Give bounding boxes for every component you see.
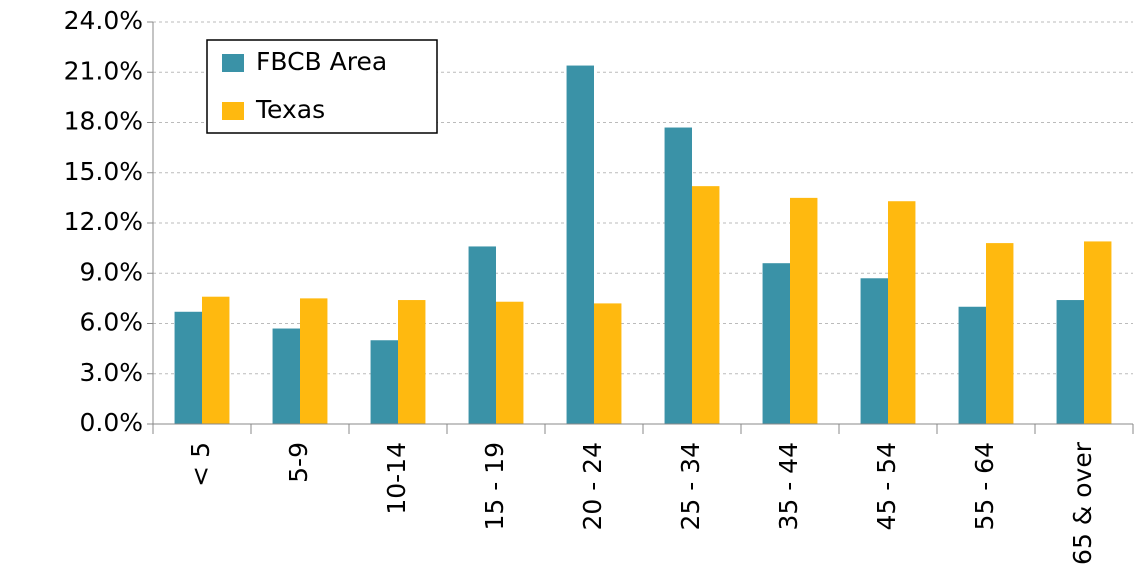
bar — [762, 263, 790, 424]
bar — [958, 306, 986, 424]
bar — [692, 186, 720, 424]
y-tick-label: 0.0% — [79, 408, 143, 437]
bar — [496, 301, 524, 424]
y-tick-label: 6.0% — [79, 308, 143, 337]
bar — [790, 197, 818, 424]
bar — [468, 246, 496, 424]
y-tick-label: 18.0% — [64, 107, 143, 136]
y-tick-label: 15.0% — [64, 157, 143, 186]
x-tick-label: 55 - 64 — [970, 442, 999, 531]
y-tick-label: 3.0% — [79, 358, 143, 387]
y-tick-label: 24.0% — [64, 6, 143, 35]
bar — [370, 340, 398, 424]
bar — [300, 298, 328, 424]
x-tick-label: 45 - 54 — [872, 442, 901, 531]
bar — [860, 278, 888, 424]
x-tick-label: 20 - 24 — [578, 442, 607, 531]
bar — [888, 201, 916, 424]
bar — [1084, 241, 1112, 424]
bar — [986, 243, 1014, 424]
x-tick-label: 25 - 34 — [676, 442, 705, 531]
y-tick-label: 21.0% — [64, 56, 143, 85]
legend-label: Texas — [255, 95, 325, 124]
bar — [174, 311, 202, 424]
legend-swatch — [222, 102, 244, 120]
x-tick-label: 5-9 — [284, 442, 313, 483]
bar — [202, 296, 230, 424]
y-tick-label: 9.0% — [79, 257, 143, 286]
bar — [272, 328, 300, 424]
y-tick-label: 12.0% — [64, 207, 143, 236]
bar — [566, 65, 594, 425]
bar — [594, 303, 622, 424]
legend-box — [206, 39, 438, 134]
bar — [1056, 300, 1084, 424]
legend-swatch — [222, 54, 244, 72]
bar — [398, 300, 426, 424]
x-tick-label: 10-14 — [382, 442, 411, 515]
legend: FBCB Area Texas — [206, 39, 438, 134]
x-tick-label: < 5 — [186, 442, 215, 487]
legend-label: FBCB Area — [256, 47, 387, 76]
x-tick-label: 35 - 44 — [774, 442, 803, 531]
x-tick-label: 65 & over — [1068, 441, 1097, 565]
x-tick-label: 15 - 19 — [480, 442, 509, 531]
bar — [664, 127, 692, 425]
